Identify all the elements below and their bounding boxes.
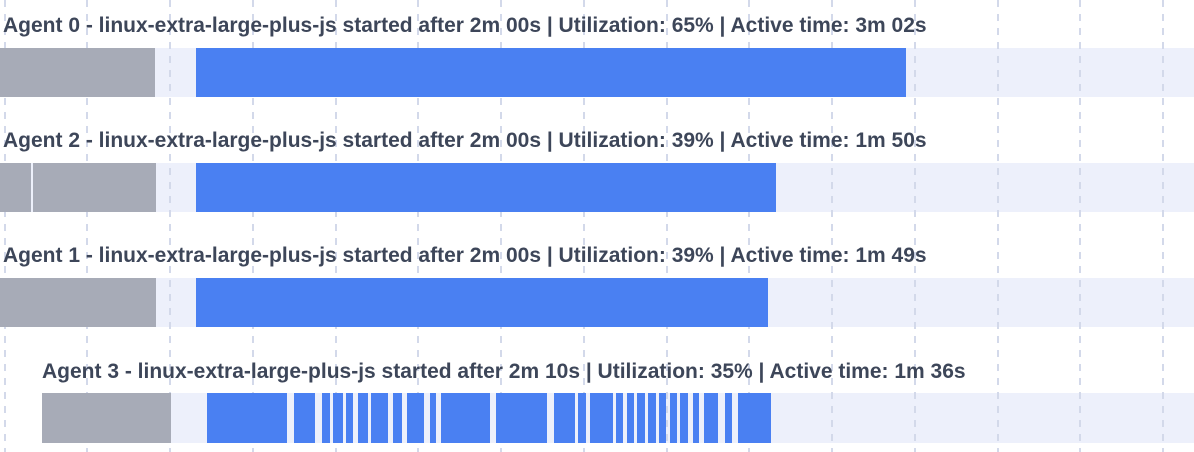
gridline — [913, 0, 916, 452]
agent-row-title: Agent 3 - linux-extra-large-plus-js star… — [42, 360, 966, 383]
active-time-segment[interactable] — [590, 393, 613, 443]
gridline — [417, 0, 420, 452]
pre-start-segment[interactable] — [0, 278, 156, 327]
agent-row-track — [42, 393, 1194, 443]
active-time-segment[interactable] — [430, 393, 436, 443]
gridline — [334, 0, 337, 452]
gridline — [1162, 0, 1164, 452]
gridline — [582, 0, 585, 452]
pre-start-segment[interactable] — [0, 163, 31, 212]
active-time-segment[interactable] — [358, 393, 368, 443]
active-time-segment[interactable] — [693, 393, 699, 443]
agent-row-title: Agent 1 - linux-extra-large-plus-js star… — [3, 244, 927, 267]
active-time-segment[interactable] — [333, 393, 343, 443]
gridline — [500, 0, 502, 452]
agent-row-title: Agent 2 - linux-extra-large-plus-js star… — [3, 129, 927, 152]
active-time-segment[interactable] — [441, 393, 490, 443]
active-time-segment[interactable] — [322, 393, 330, 443]
active-time-segment[interactable] — [346, 393, 353, 443]
active-time-segment[interactable] — [578, 393, 586, 443]
active-time-segment[interactable] — [627, 393, 634, 443]
agent-row-track — [0, 48, 1194, 97]
active-time-segment[interactable] — [637, 393, 645, 443]
active-time-segment[interactable] — [738, 393, 771, 443]
active-time-segment[interactable] — [496, 393, 547, 443]
gridline — [748, 0, 751, 452]
active-time-segment[interactable] — [704, 393, 718, 443]
active-time-segment[interactable] — [196, 163, 776, 212]
active-time-segment[interactable] — [196, 278, 768, 327]
active-time-segment[interactable] — [196, 48, 906, 97]
gridline — [251, 0, 254, 452]
active-time-segment[interactable] — [725, 393, 732, 443]
active-time-segment[interactable] — [680, 393, 688, 443]
active-time-segment[interactable] — [294, 393, 315, 443]
agent-row-track — [0, 163, 1194, 212]
agent-row-track — [0, 278, 1194, 327]
pre-start-segment[interactable] — [33, 163, 156, 212]
gridline — [169, 0, 171, 452]
gridline — [3, 0, 6, 452]
active-time-segment[interactable] — [407, 393, 424, 443]
pre-start-segment[interactable] — [42, 393, 171, 443]
gridline — [1079, 0, 1082, 452]
active-time-segment[interactable] — [659, 393, 666, 443]
gridline — [831, 0, 833, 452]
gridline — [665, 0, 668, 452]
active-time-segment[interactable] — [616, 393, 623, 443]
active-time-segment[interactable] — [371, 393, 388, 443]
gridline — [996, 0, 999, 452]
active-time-segment[interactable] — [207, 393, 287, 443]
pre-start-segment[interactable] — [0, 48, 155, 97]
active-time-segment[interactable] — [393, 393, 402, 443]
gridline — [86, 0, 89, 452]
active-time-segment[interactable] — [554, 393, 575, 443]
agent-row-title: Agent 0 - linux-extra-large-plus-js star… — [3, 14, 927, 37]
active-time-segment[interactable] — [670, 393, 677, 443]
active-time-segment[interactable] — [648, 393, 656, 443]
